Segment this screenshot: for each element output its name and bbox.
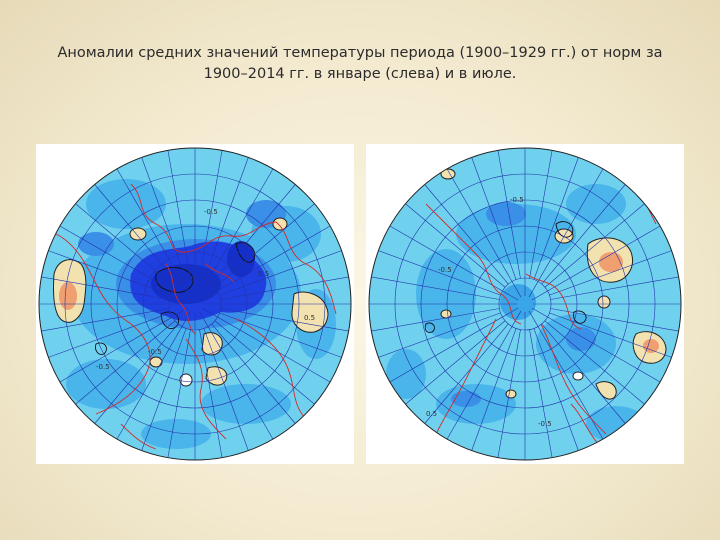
contour-lines xyxy=(424,221,587,333)
meridian-line xyxy=(116,168,192,298)
meridian-line xyxy=(59,225,189,301)
meridian-line xyxy=(214,320,315,405)
meridian-line xyxy=(75,320,176,405)
meridian-line xyxy=(198,168,274,298)
meridian-line xyxy=(48,312,171,358)
contour-label: -0.5 xyxy=(510,196,524,204)
meridian-line xyxy=(48,250,171,296)
meridian-line xyxy=(203,328,249,451)
meridian-line xyxy=(446,168,522,298)
meridian-line xyxy=(531,307,661,383)
map-july: -0.5 -0.5 0.5 -0.5 xyxy=(366,144,684,464)
meridian-grid xyxy=(369,148,681,460)
meridian-line xyxy=(529,150,553,279)
meridian-line xyxy=(198,310,274,440)
meridian-line xyxy=(550,276,679,300)
contour-label: 0.5 xyxy=(258,270,269,278)
meridian-line xyxy=(549,250,672,296)
meridian-line xyxy=(471,157,517,280)
meridian-line xyxy=(94,184,179,285)
meridian-line xyxy=(167,150,191,279)
meridian-line xyxy=(75,203,176,288)
meridian-line xyxy=(371,308,500,332)
polar-cap xyxy=(500,284,536,320)
strong-cold-anomaly xyxy=(130,241,267,321)
contour-label: 0.5 xyxy=(426,410,437,418)
meridian-line xyxy=(94,323,179,424)
meridian-line xyxy=(199,329,223,458)
meridian-line xyxy=(424,184,509,285)
contour-label: -0.5 xyxy=(148,348,162,356)
meridian-line xyxy=(201,225,331,301)
meridian-line xyxy=(541,323,626,424)
contour-label: -0.5 xyxy=(96,363,110,371)
meridian-line xyxy=(199,150,223,279)
meridian-line xyxy=(167,329,191,458)
meridian-line xyxy=(214,203,315,288)
contour-label: 0.5 xyxy=(304,314,315,322)
map-january-svg: -0.5 -0.5 0.5 0.5 -0.5 xyxy=(36,144,354,464)
meridian-line xyxy=(389,225,519,301)
meridian-line xyxy=(211,323,296,424)
meridian-line xyxy=(378,312,501,358)
meridian-line xyxy=(211,184,296,285)
map-january: -0.5 -0.5 0.5 0.5 -0.5 xyxy=(36,144,354,464)
meridian-line xyxy=(533,328,579,451)
meridian-line xyxy=(41,308,170,332)
meridian-line xyxy=(141,328,187,451)
meridian-line xyxy=(471,328,517,451)
meridian-line xyxy=(531,225,661,301)
meridian-grid xyxy=(39,148,351,460)
meridian-line xyxy=(203,157,249,280)
meridian-line xyxy=(549,312,672,358)
meridian-line xyxy=(41,276,170,300)
meridian-line xyxy=(533,157,579,280)
meridian-line xyxy=(497,329,521,458)
contour-label: -0.5 xyxy=(538,420,552,428)
map-boundary xyxy=(38,147,352,461)
slide-title-line-1: Аномалии средних значений температуры пе… xyxy=(57,45,663,61)
meridian-line xyxy=(389,307,519,383)
slide-title-line-2: 1900–2014 гг. в январе (слева) и в июле. xyxy=(203,66,517,82)
coastlines xyxy=(55,183,337,450)
meridian-line xyxy=(116,310,192,440)
meridian-line xyxy=(446,310,522,440)
slide-title: Аномалии средних значений температуры пе… xyxy=(40,43,680,85)
meridian-line xyxy=(59,307,189,383)
meridian-line xyxy=(544,203,645,288)
meridian-line xyxy=(541,184,626,285)
map-boundary xyxy=(368,147,682,461)
meridian-line xyxy=(529,329,553,458)
meridian-line xyxy=(219,312,342,358)
contour-label: -0.5 xyxy=(438,266,452,274)
meridian-line xyxy=(424,323,509,424)
meridian-line xyxy=(141,157,187,280)
meridian-line xyxy=(220,308,349,332)
meridian-line xyxy=(371,276,500,300)
meridian-line xyxy=(220,276,349,300)
warm-anomaly-patches xyxy=(53,217,329,387)
meridian-line xyxy=(528,168,604,298)
meridian-line xyxy=(497,150,521,279)
meridian-line xyxy=(405,203,506,288)
meridian-line xyxy=(219,250,342,296)
contour-label: -0.5 xyxy=(204,208,218,216)
meridian-line xyxy=(550,308,679,332)
map-july-svg: -0.5 -0.5 0.5 -0.5 xyxy=(366,144,684,464)
meridian-line xyxy=(378,250,501,296)
meridian-line xyxy=(544,320,645,405)
meridian-line xyxy=(201,307,331,383)
